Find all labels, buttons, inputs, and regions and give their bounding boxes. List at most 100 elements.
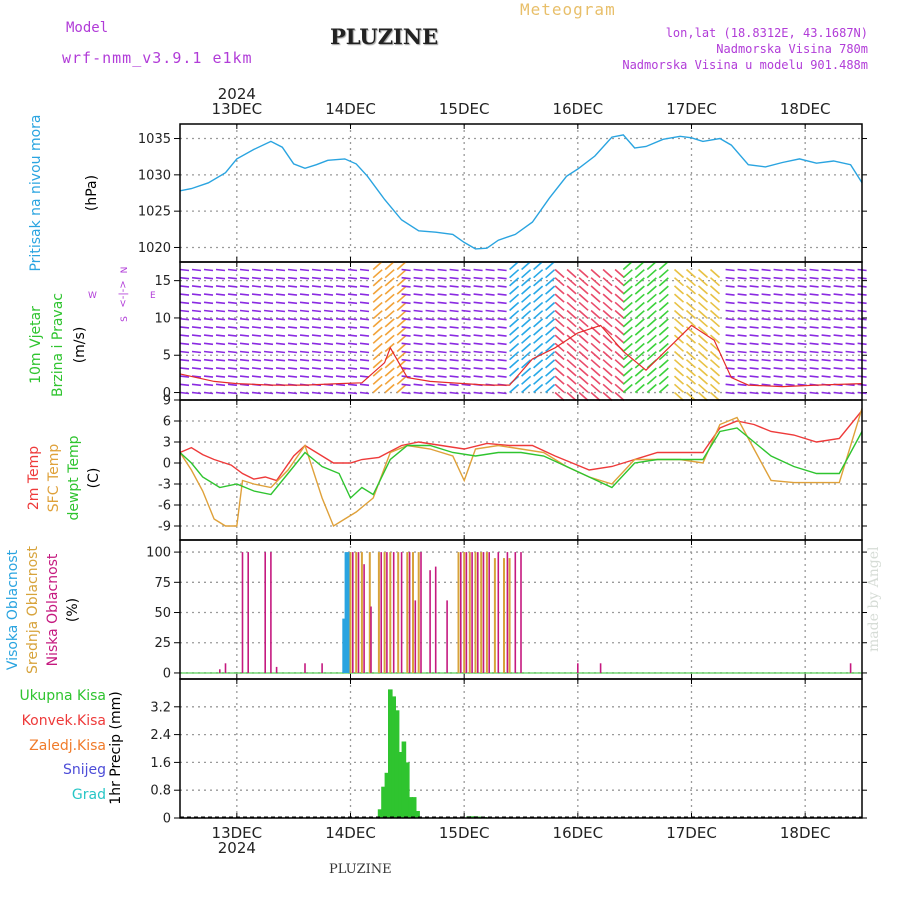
wind-arrow (509, 334, 520, 344)
wind-arrow (833, 326, 843, 329)
wind-arrow (396, 383, 407, 394)
wind-arrow (437, 367, 447, 370)
wind-arrow (473, 317, 483, 321)
wind-arrow (239, 293, 250, 296)
wind-arrow (521, 285, 532, 295)
wind-arrow (203, 350, 214, 354)
wind-arrow (191, 358, 202, 362)
precip-legend-4: Grad (72, 787, 106, 803)
wind-arrow (614, 326, 625, 336)
wind-arrow (578, 350, 589, 361)
temp-ylabel-0: 2m Temp (26, 446, 42, 510)
wind-arrow (449, 358, 459, 362)
wind-arrow (275, 391, 286, 395)
wind-arrow (396, 334, 407, 344)
wind-arrow (384, 301, 395, 312)
wind-arrow (215, 391, 226, 395)
wind-arrow (287, 350, 298, 354)
wind-arrow (709, 301, 721, 311)
wind-arrow (227, 326, 238, 329)
wind-arrow (685, 293, 697, 303)
cloud-bar (503, 558, 505, 673)
wind-arrow (785, 301, 795, 305)
wind-arrow (239, 358, 250, 362)
wind-arrow (335, 317, 346, 321)
wind-arrow (251, 342, 262, 346)
wind-arrow (473, 358, 483, 362)
wind-arrow (215, 367, 226, 370)
wind-arrow (602, 301, 613, 311)
wind-arrow (275, 301, 286, 305)
wind-arrow (749, 375, 759, 378)
wind-arrow (833, 334, 843, 337)
wind-arrow (533, 260, 544, 271)
wind-arrow (578, 318, 589, 328)
precip-bar (401, 741, 407, 818)
wind-arrow (263, 285, 274, 288)
wind-arrow (673, 318, 685, 328)
wind-arrow (203, 268, 214, 272)
wind-arrow (709, 309, 721, 320)
wind-arrow (749, 342, 759, 346)
wind-arrow (251, 350, 262, 354)
wind-arrow (396, 277, 407, 287)
wind-arrow (590, 293, 601, 303)
wind-arrow (521, 359, 532, 369)
wind-arrow (533, 277, 544, 287)
wind-arrow (263, 326, 274, 329)
wind-arrow (797, 285, 807, 288)
wind-arrow (396, 351, 407, 361)
wind-arrow (533, 342, 544, 353)
wind-arrow (697, 301, 709, 311)
y-tick-label: -6 (158, 499, 171, 514)
wind-arrow (359, 334, 370, 337)
wind-arrow (545, 351, 556, 361)
wind-arrow (179, 375, 190, 378)
wind-arrow (614, 277, 625, 287)
wind-arrow (797, 375, 807, 378)
y-tick-label: 3 (163, 436, 171, 451)
wind-arrow (614, 318, 625, 328)
wind-arrow (227, 350, 238, 354)
wind-arrow (646, 383, 657, 394)
wind-arrow (347, 342, 358, 346)
wind-arrow (566, 277, 577, 287)
wind-arrow (347, 268, 358, 272)
wind-arrow (737, 309, 747, 313)
wind-arrow (685, 318, 697, 328)
wind-arrow (797, 342, 807, 346)
wind-arrow (833, 391, 843, 395)
wind-arrow (359, 367, 370, 370)
wind-arrow (263, 391, 274, 395)
wind-arrow (533, 334, 544, 344)
cloud-bar (368, 552, 371, 673)
wind-arrow (497, 334, 507, 337)
wind-arrow (437, 375, 447, 378)
wind-arrow (413, 350, 423, 354)
y-tick-label: 1020 (138, 241, 171, 256)
wind-arrow (737, 342, 747, 346)
wind-arrow (614, 383, 625, 393)
wind-arrow (299, 301, 310, 305)
wind-arrow (845, 326, 855, 329)
wind-arrow (323, 276, 334, 280)
wind-arrow (578, 334, 589, 344)
wind-arrow (761, 317, 771, 321)
wind-arrow (622, 342, 633, 353)
wind-arrow (179, 268, 190, 272)
wind-arrow (709, 383, 721, 393)
wind-arrow (737, 301, 747, 305)
wind-arrow (251, 391, 262, 395)
wind-arrow (673, 383, 685, 393)
wind-arrow (785, 375, 795, 378)
wind-arrow (809, 285, 819, 288)
wind-arrow (646, 326, 657, 336)
wind-arrow (521, 367, 532, 377)
wind-arrow (179, 367, 190, 370)
wind-arrow (761, 375, 771, 378)
temp-line-2 (179, 427, 863, 500)
wind-arrow (311, 350, 322, 354)
top-day-label: 18DEC (780, 100, 831, 118)
wind-arrow (634, 351, 645, 361)
wind-arrow (646, 318, 657, 328)
